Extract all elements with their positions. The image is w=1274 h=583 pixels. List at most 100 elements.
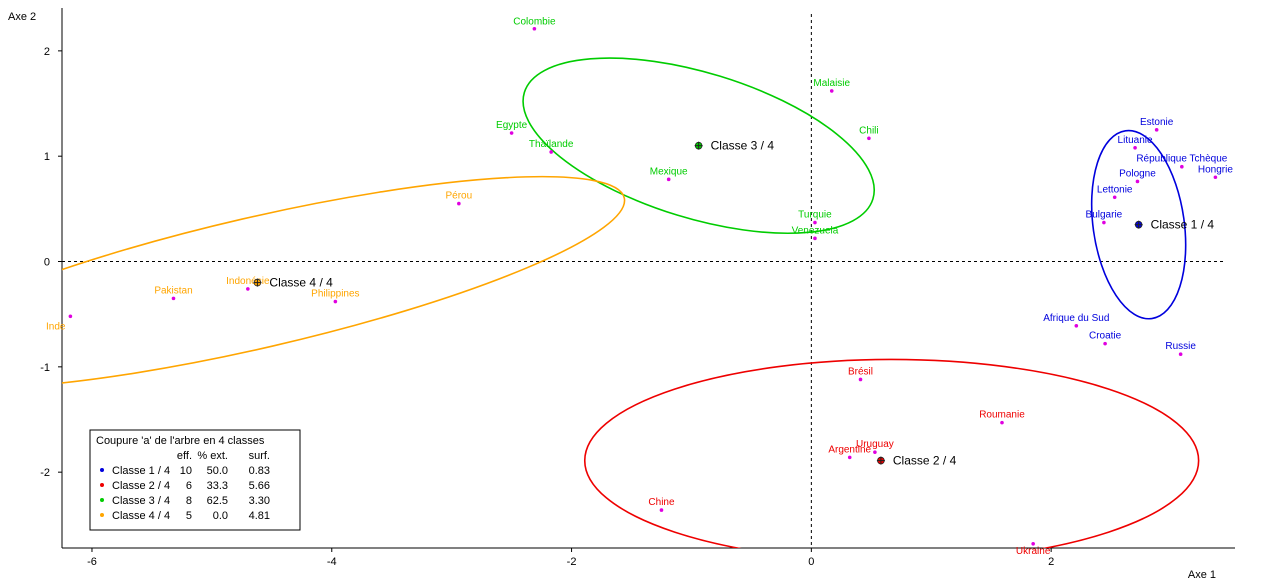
point-label: Indonésie	[226, 276, 270, 287]
legend-row-eff: 8	[186, 495, 192, 507]
point-label: Croatie	[1089, 331, 1122, 342]
x-tick-label: -4	[327, 556, 337, 568]
data-point	[68, 314, 73, 319]
point-label: Afrique du Sud	[1043, 313, 1109, 324]
point-label: Thaïlande	[529, 139, 574, 150]
legend-row-surf: 0.83	[249, 465, 270, 477]
point-label: Egypte	[496, 120, 528, 131]
class-ellipse	[1090, 129, 1187, 320]
x-tick-label: -2	[567, 556, 577, 568]
legend-swatch	[100, 513, 104, 517]
data-point	[1112, 195, 1117, 200]
data-point	[549, 150, 553, 154]
y-tick-label: 1	[44, 151, 50, 163]
legend-row-label: Classe 4 / 4	[112, 510, 170, 522]
data-point	[457, 201, 461, 206]
centroid-label: Classe 3 / 4	[711, 139, 775, 153]
data-point	[666, 177, 671, 182]
y-tick-label: 0	[44, 257, 50, 269]
centroid-label: Classe 1 / 4	[1151, 218, 1215, 232]
centroid-label: Classe 4 / 4	[269, 276, 333, 290]
data-point	[659, 508, 664, 512]
x-tick-label: 0	[808, 556, 814, 568]
legend-row-label: Classe 2 / 4	[112, 480, 170, 492]
legend-row-eff: 5	[186, 510, 192, 522]
data-point	[873, 450, 877, 454]
x-axis-title: Axe 1	[1188, 569, 1216, 581]
legend-row-surf: 4.81	[249, 510, 270, 522]
data-point	[1074, 323, 1079, 328]
data-point	[171, 296, 176, 301]
data-point	[532, 26, 537, 31]
legend-box	[89, 429, 301, 531]
legend-row-label: Classe 3 / 4	[112, 495, 170, 507]
point-label: Pérou	[446, 191, 473, 202]
data-point	[1213, 175, 1218, 180]
data-point	[813, 236, 817, 241]
point-label: Roumanie	[979, 410, 1025, 421]
legend-row-surf: 3.30	[249, 495, 270, 507]
class-centroids: Classe 1 / 4 Classe 2 / 4 Classe 3 / 4 Clas…	[253, 139, 1214, 468]
legend-header: surf.	[249, 450, 270, 462]
data-point	[1178, 352, 1183, 357]
legend-row-ext: 50.0	[207, 465, 228, 477]
point-label: Hongrie	[1198, 164, 1233, 175]
legend-row-surf: 5.66	[249, 480, 270, 492]
legend-header: % ext.	[197, 450, 228, 462]
point-label: Ukraine	[1016, 546, 1051, 557]
data-point	[333, 299, 338, 304]
data-point	[847, 455, 852, 460]
point-label: Brésil	[848, 366, 873, 377]
point-label: Argentine	[828, 444, 871, 455]
data-point	[1154, 128, 1159, 132]
x-tick-label: 2	[1048, 556, 1054, 568]
point-label: Chine	[648, 497, 675, 508]
class-ellipses	[62, 57, 1200, 548]
plot-frame: -6 -4 -2 0 2 -2 -1 0 1 2 Axe 2 Axe 1	[8, 8, 1235, 581]
legend-swatch	[100, 498, 104, 502]
data-point	[1000, 420, 1004, 425]
point-label: Philippines	[311, 289, 359, 300]
class-ellipse	[62, 175, 626, 390]
point-label: Uruguay	[856, 439, 894, 450]
data-point	[1102, 220, 1106, 225]
data-points: Estonie Lituanie République TchèqueHongrie…	[46, 17, 1233, 557]
point-label: Turquie	[798, 210, 832, 221]
point-label: Mexique	[650, 166, 688, 177]
class-ellipse	[584, 358, 1200, 548]
point-label: Russie	[1165, 341, 1196, 352]
centroid-label: Classe 2 / 4	[893, 454, 957, 468]
legend-row-eff: 10	[180, 465, 192, 477]
point-label: Venezuela	[792, 225, 839, 236]
legend-title: Coupure 'a' de l'arbre en 4 classes	[96, 435, 265, 447]
data-point	[1135, 179, 1140, 184]
data-point	[1133, 145, 1137, 150]
legend-row-eff: 6	[186, 480, 192, 492]
data-point	[1031, 541, 1035, 546]
data-point	[867, 136, 871, 141]
data-point	[813, 220, 817, 225]
x-tick-label: -6	[87, 556, 97, 568]
legend-row-ext: 33.3	[207, 480, 228, 492]
point-label: Bulgarie	[1086, 210, 1123, 221]
legend-row-label: Classe 1 / 4	[112, 465, 170, 477]
legend-row-ext: 62.5	[207, 495, 228, 507]
point-label: Lettonie	[1097, 184, 1133, 195]
point-label: Colombie	[513, 17, 556, 28]
point-label: Pakistan	[154, 285, 192, 296]
data-point	[858, 377, 863, 382]
point-label: République Tchèque	[1136, 154, 1227, 165]
data-point	[829, 89, 834, 93]
y-axis-title: Axe 2	[8, 11, 36, 23]
class-ellipse	[522, 57, 876, 235]
y-tick-label: 2	[44, 46, 50, 58]
data-point	[509, 131, 514, 135]
legend: Coupure 'a' de l'arbre en 4 classes eff.%…	[89, 429, 301, 531]
legend-swatch	[100, 468, 104, 472]
legend-swatch	[100, 483, 104, 487]
legend-row-ext: 0.0	[213, 510, 228, 522]
legend-header: eff.	[177, 450, 192, 462]
data-point	[1180, 164, 1184, 169]
data-point	[1103, 341, 1107, 346]
